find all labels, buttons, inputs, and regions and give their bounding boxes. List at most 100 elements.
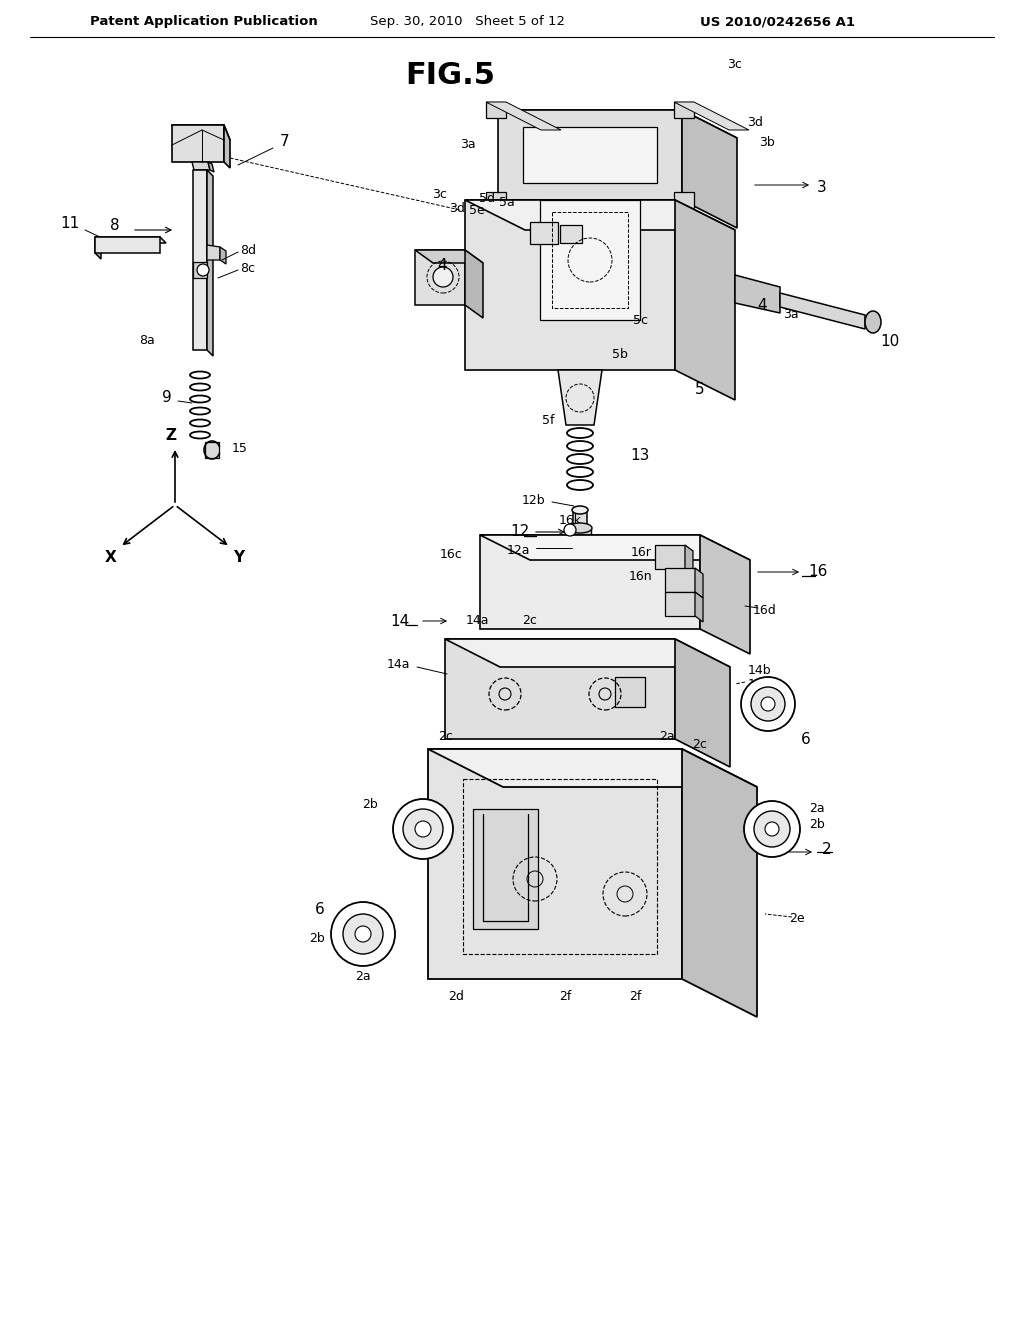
Text: Sep. 30, 2010   Sheet 5 of 12: Sep. 30, 2010 Sheet 5 of 12 bbox=[370, 16, 565, 29]
Text: 8: 8 bbox=[111, 218, 120, 232]
Ellipse shape bbox=[568, 523, 592, 533]
Circle shape bbox=[343, 913, 383, 954]
Text: 8c: 8c bbox=[240, 261, 255, 275]
Polygon shape bbox=[674, 102, 749, 129]
Text: 2c: 2c bbox=[522, 615, 538, 627]
Polygon shape bbox=[220, 247, 226, 264]
Text: 12: 12 bbox=[511, 524, 530, 540]
Text: 2f: 2f bbox=[629, 990, 641, 1003]
Text: 2f: 2f bbox=[559, 990, 571, 1003]
Circle shape bbox=[744, 801, 800, 857]
Polygon shape bbox=[415, 249, 465, 305]
Text: US 2010/0242656 A1: US 2010/0242656 A1 bbox=[700, 16, 855, 29]
Text: 3: 3 bbox=[817, 181, 826, 195]
Text: 15: 15 bbox=[232, 441, 248, 454]
Text: 3d: 3d bbox=[450, 202, 465, 214]
Text: 2b: 2b bbox=[362, 797, 378, 810]
Polygon shape bbox=[465, 249, 483, 318]
Circle shape bbox=[331, 902, 395, 966]
Text: 12a: 12a bbox=[507, 544, 530, 557]
Circle shape bbox=[197, 264, 209, 276]
Polygon shape bbox=[615, 677, 645, 708]
Circle shape bbox=[355, 927, 371, 942]
Circle shape bbox=[751, 686, 785, 721]
Circle shape bbox=[754, 810, 790, 847]
Text: 5a: 5a bbox=[499, 195, 515, 209]
Polygon shape bbox=[569, 528, 591, 543]
Polygon shape bbox=[473, 809, 538, 929]
Polygon shape bbox=[530, 222, 558, 244]
Polygon shape bbox=[780, 293, 865, 329]
Text: 2a: 2a bbox=[355, 969, 371, 982]
Text: 2a: 2a bbox=[809, 803, 824, 816]
Polygon shape bbox=[207, 170, 213, 356]
Polygon shape bbox=[695, 568, 703, 598]
Text: 14c: 14c bbox=[748, 677, 771, 690]
Text: 3a: 3a bbox=[461, 139, 476, 152]
Text: 4: 4 bbox=[757, 297, 767, 313]
Text: 16d: 16d bbox=[753, 603, 777, 616]
Text: 5: 5 bbox=[695, 383, 705, 397]
Circle shape bbox=[741, 677, 795, 731]
Text: 13: 13 bbox=[630, 447, 649, 462]
Polygon shape bbox=[428, 748, 682, 979]
Text: 14a: 14a bbox=[386, 657, 410, 671]
Polygon shape bbox=[560, 224, 582, 243]
Polygon shape bbox=[207, 246, 220, 260]
Polygon shape bbox=[523, 127, 657, 183]
Polygon shape bbox=[465, 201, 735, 230]
Text: 3d: 3d bbox=[746, 116, 763, 129]
Polygon shape bbox=[682, 110, 737, 228]
Text: 6: 6 bbox=[801, 731, 811, 747]
Polygon shape bbox=[675, 201, 735, 400]
Text: 14: 14 bbox=[391, 614, 410, 628]
Polygon shape bbox=[565, 562, 595, 572]
Polygon shape bbox=[685, 545, 693, 576]
Text: 2b: 2b bbox=[809, 817, 825, 830]
Polygon shape bbox=[674, 102, 694, 117]
Polygon shape bbox=[445, 639, 730, 667]
Text: 8a: 8a bbox=[139, 334, 155, 346]
Polygon shape bbox=[682, 748, 757, 1016]
Text: 2b: 2b bbox=[309, 932, 325, 945]
Text: 10: 10 bbox=[881, 334, 900, 350]
Polygon shape bbox=[573, 510, 587, 570]
Polygon shape bbox=[205, 442, 219, 458]
Text: 3a: 3a bbox=[783, 309, 799, 322]
Circle shape bbox=[564, 524, 575, 536]
Text: 16n: 16n bbox=[629, 570, 652, 583]
Text: 11: 11 bbox=[60, 215, 80, 231]
Text: 3c: 3c bbox=[727, 58, 741, 70]
Polygon shape bbox=[193, 170, 207, 350]
Polygon shape bbox=[480, 535, 700, 630]
Polygon shape bbox=[224, 125, 230, 168]
Polygon shape bbox=[655, 545, 685, 569]
Polygon shape bbox=[558, 370, 602, 425]
Text: 7: 7 bbox=[280, 135, 290, 149]
Text: 2a: 2a bbox=[659, 730, 675, 743]
Text: 6: 6 bbox=[315, 902, 325, 916]
Text: 16c: 16c bbox=[439, 548, 462, 561]
Text: 5f: 5f bbox=[542, 413, 554, 426]
Text: 16: 16 bbox=[808, 565, 827, 579]
Polygon shape bbox=[172, 125, 230, 140]
Polygon shape bbox=[208, 162, 214, 172]
Text: 5e: 5e bbox=[469, 203, 485, 216]
Polygon shape bbox=[498, 110, 682, 201]
Polygon shape bbox=[193, 162, 210, 170]
Polygon shape bbox=[700, 535, 750, 653]
Polygon shape bbox=[415, 249, 483, 263]
Polygon shape bbox=[95, 238, 166, 243]
Text: Y: Y bbox=[233, 549, 245, 565]
Text: X: X bbox=[105, 549, 117, 565]
Text: 16k: 16k bbox=[558, 513, 582, 527]
Text: 5b: 5b bbox=[612, 348, 628, 362]
Polygon shape bbox=[498, 110, 737, 139]
Text: 2c: 2c bbox=[438, 730, 454, 743]
Text: FIG.5: FIG.5 bbox=[406, 61, 495, 90]
Polygon shape bbox=[735, 275, 780, 313]
Ellipse shape bbox=[865, 312, 881, 333]
Text: 5d: 5d bbox=[479, 191, 495, 205]
Circle shape bbox=[433, 267, 453, 286]
Polygon shape bbox=[675, 639, 730, 767]
